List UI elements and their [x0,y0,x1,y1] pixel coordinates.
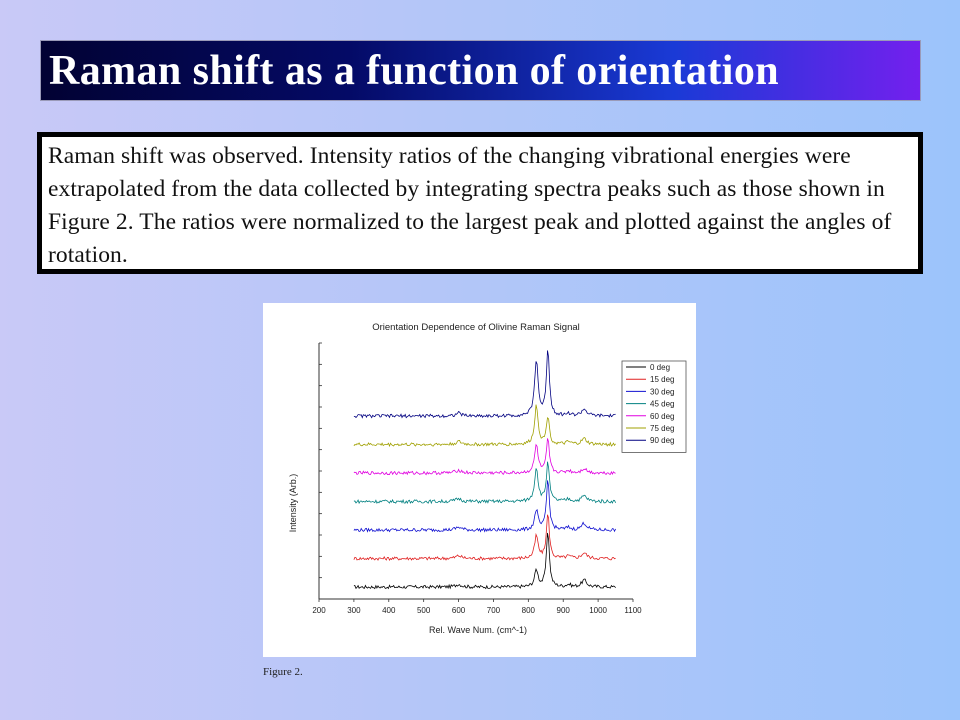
series-line [353,438,616,476]
y-axis-label: Intensity (Arb.) [288,474,298,533]
legend-label: 90 deg [650,436,674,445]
chart-series [353,350,616,590]
body-paragraph: Raman shift was observed. Intensity rati… [48,143,892,268]
chart-legend: 0 deg 15 deg 30 deg 45 deg 60 deg 75 deg 90 de… [621,360,687,453]
body-text-box: Raman shift was observed. Intensity rati… [37,132,923,274]
x-tick-label: 400 [382,606,396,615]
slide-title: Raman shift as a function of orientation [49,47,780,94]
x-tick-label: 600 [452,606,466,615]
x-tick-label: 700 [487,606,501,615]
chart-axes [318,342,633,600]
x-tick-label: 500 [417,606,431,615]
figure-caption: Figure 2. [263,666,303,678]
series-line [353,461,616,505]
slide-title-bar: Raman shift as a function of orientation [40,40,921,101]
x-tick-label: 900 [557,606,571,615]
legend-label: 0 deg [650,363,670,372]
legend-label: 60 deg [650,412,674,421]
figure-2: Orientation Dependence of Olivine Raman … [263,303,696,657]
x-axis-ticks: 200 300 400 500 600 700 800 900 1000 1100 [312,599,642,615]
series-line [353,532,616,590]
series-line [353,404,616,448]
chart-title: Orientation Dependence of Olivine Raman … [372,322,580,333]
raman-chart: Orientation Dependence of Olivine Raman … [288,322,687,635]
series-line [353,514,616,561]
legend-label: 75 deg [650,424,674,433]
x-tick-label: 1100 [624,606,642,615]
x-tick-label: 200 [312,606,326,615]
x-tick-label: 300 [347,606,361,615]
legend-label: 30 deg [650,387,674,396]
legend-label: 45 deg [650,400,674,409]
x-axis-label: Rel. Wave Num. (cm^-1) [429,625,527,635]
legend-box [621,360,687,453]
x-tick-label: 800 [522,606,536,615]
series-line [353,350,616,419]
legend-label: 15 deg [650,375,674,384]
series-line [353,480,616,533]
x-tick-label: 1000 [589,606,607,615]
